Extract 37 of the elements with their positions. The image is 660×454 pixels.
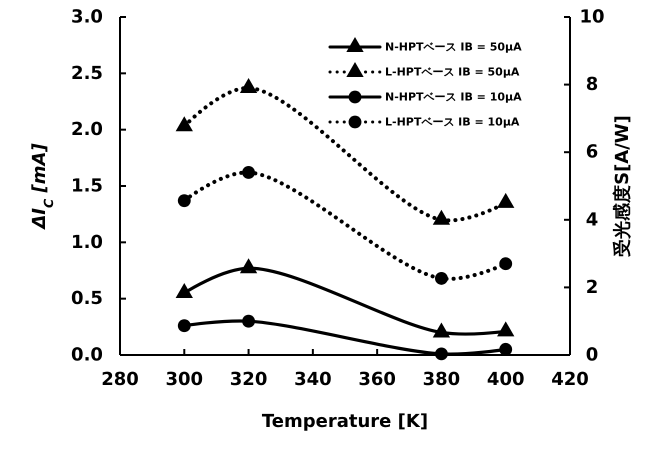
y-tick-label: 0.5 (71, 288, 103, 310)
y2-tick-label: 10 (579, 6, 605, 28)
legend-label: N-HPTベース IB = 50μA (385, 40, 522, 54)
legend-label: L-HPTベース IB = 10μA (385, 116, 520, 128)
y-tick-label: 3.0 (71, 6, 103, 28)
point (499, 257, 512, 270)
x-tick-label: 400 (486, 369, 525, 390)
y-tick-label: 1.5 (71, 176, 103, 196)
x-tick-label: 300 (165, 369, 204, 390)
y2-tick-label: 8 (586, 74, 598, 96)
point (497, 192, 514, 208)
x-tick-label: 420 (551, 369, 589, 390)
point (240, 78, 258, 93)
point (434, 272, 448, 285)
legend-label: N-HPTベース IB = 10μA (385, 90, 522, 104)
x-tick-label: 380 (422, 369, 460, 390)
y-tick-label: 2.0 (71, 119, 103, 140)
point (499, 342, 512, 356)
point (242, 314, 256, 328)
x-tick-label: 340 (294, 369, 332, 390)
y2-tick-label: 4 (586, 209, 598, 230)
point (434, 347, 448, 360)
y-tick-label: 1.0 (71, 232, 103, 253)
y2-tick-label: 0 (586, 344, 598, 366)
point (432, 210, 450, 225)
y-tick-label: 2.5 (71, 62, 103, 84)
x-axis-title: Temperature [K] (262, 411, 428, 432)
x-tick-label: 320 (230, 369, 268, 390)
y-tick-label: 0.0 (71, 344, 103, 366)
x-tick-label: 280 (101, 369, 139, 390)
y2-tick-label: 6 (586, 142, 598, 163)
y2-tick-label: 2 (586, 276, 598, 298)
point (178, 319, 191, 332)
legend-label: L-HPTベース IB = 50μA (385, 66, 520, 78)
x-tick-label: 360 (358, 369, 396, 390)
y2-axis-title: 受光感度S[A/W] (612, 115, 633, 257)
point (176, 116, 193, 132)
